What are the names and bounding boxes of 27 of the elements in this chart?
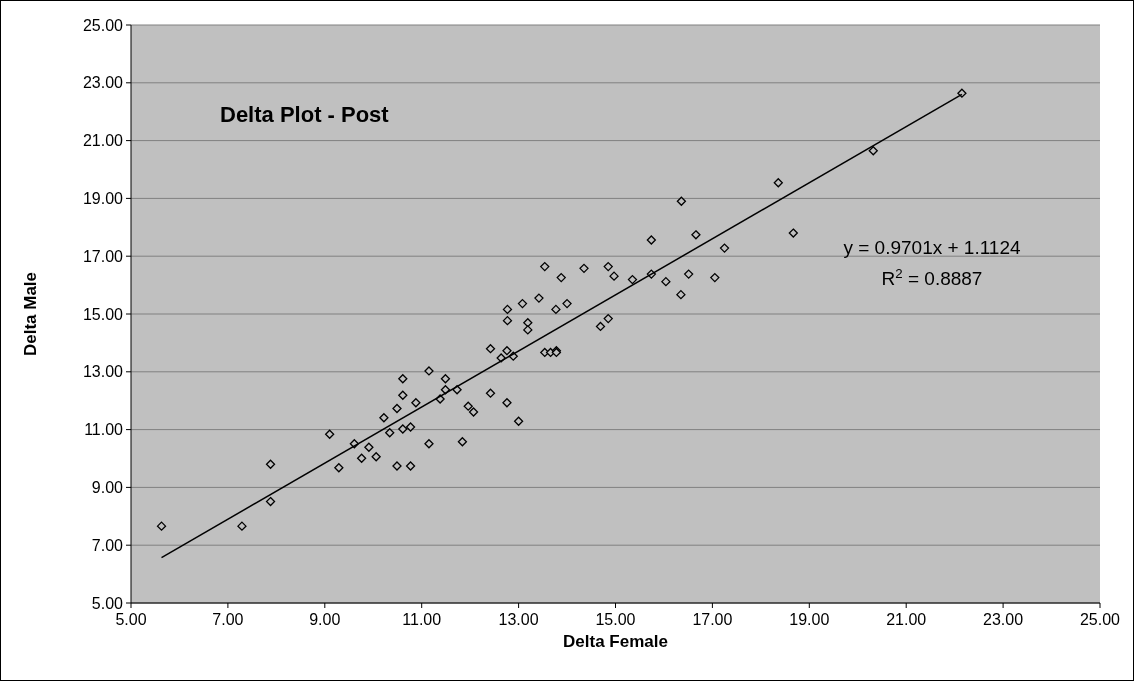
x-tick-label: 25.00 <box>1079 611 1121 628</box>
annotation: R$^{2}$ = 0.8887 <box>881 265 983 289</box>
x-tick-label: 11.00 <box>402 611 442 628</box>
y-tick-label: 17.00 <box>82 247 124 265</box>
x-tick-label: 9.00 <box>309 611 341 628</box>
x-axis-title: Delta Female <box>563 632 668 651</box>
x-tick-label: 5.00 <box>115 611 147 628</box>
y-tick-label: 23.00 <box>82 74 124 92</box>
y-tick-label: 7.00 <box>91 536 124 554</box>
y-tick-label: 11.00 <box>84 421 124 439</box>
annotation: y = 0.9701x + 1.1124 <box>843 237 1021 258</box>
y-tick-label: 25.00 <box>82 16 124 34</box>
text: Delta Plot - Post <box>220 102 390 127</box>
y-tick-label: 19.00 <box>82 190 124 207</box>
y-tick-label: 9.00 <box>91 479 124 496</box>
y-tick-label: 13.00 <box>82 363 124 381</box>
x-tick-label: 15.00 <box>595 611 636 628</box>
x-tick-label: 21.00 <box>886 611 927 628</box>
x-tick-label: 13.00 <box>498 611 539 628</box>
y-tick-label: 5.00 <box>91 594 124 612</box>
x-tick-label: 19.00 <box>789 611 830 628</box>
x-tick-label: 23.00 <box>983 611 1024 628</box>
x-tick-label: 17.00 <box>692 611 733 628</box>
x-tick-label: 7.00 <box>212 611 244 628</box>
y-axis-title: Delta Male <box>21 271 40 357</box>
y-tick-label: 15.00 <box>82 305 124 323</box>
y-tick-label: 21.00 <box>82 132 124 150</box>
